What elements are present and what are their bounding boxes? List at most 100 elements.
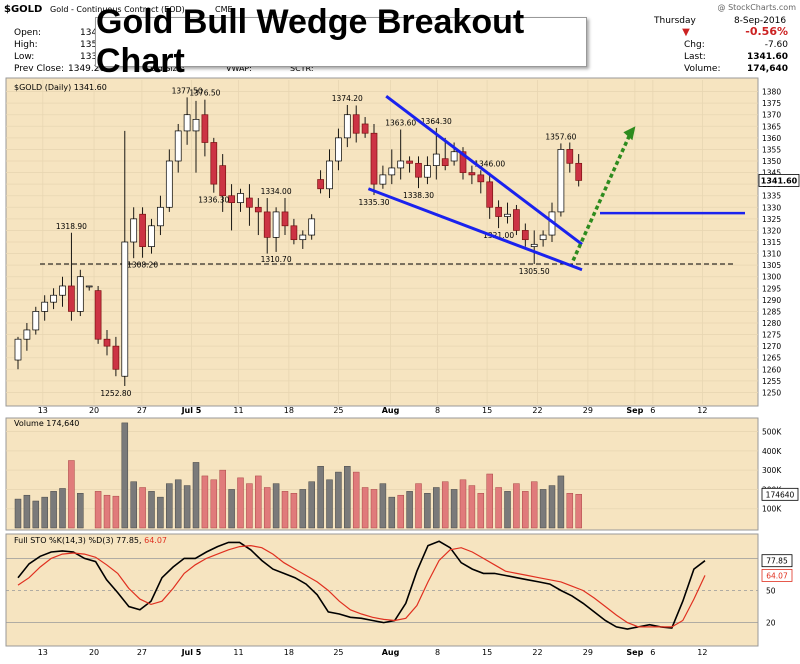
volume-bar-up <box>183 485 191 529</box>
candle-up <box>85 285 93 288</box>
volume-bar-up <box>272 483 280 529</box>
candle-down <box>486 181 494 208</box>
price-tick-label: 1325 <box>762 215 781 224</box>
x-tick-label: 13 <box>38 406 48 415</box>
last-value: 1341.60 <box>747 52 788 62</box>
stochastic-k-label: 77.85 <box>766 557 788 566</box>
volume-bar-up <box>388 496 396 529</box>
candle-down <box>513 209 520 231</box>
volume-bar-up <box>299 489 307 529</box>
candle-up <box>539 234 547 241</box>
stochastic-legend-prefix: Full STO %K(14,3) %D(3) 77.85, <box>14 536 142 545</box>
price-overlays <box>40 211 745 265</box>
price-tick-label: 1310 <box>762 250 781 259</box>
price-annotation: 1377.50 <box>172 86 203 95</box>
candle-up <box>557 149 565 213</box>
candle-up <box>14 338 22 361</box>
volume-bar-up <box>379 483 387 529</box>
volume-bar-down <box>361 487 369 529</box>
x-tick-label: 29 <box>583 406 593 415</box>
volume-bar-down <box>459 479 467 529</box>
candle-down <box>290 225 298 241</box>
volume-bar-down <box>397 494 404 529</box>
volume-bar-up <box>77 493 84 529</box>
candle-down <box>468 172 476 176</box>
volume-bar-up <box>433 487 440 529</box>
x-tick-label: 6 <box>650 406 655 415</box>
x-tick-label: 11 <box>233 648 243 657</box>
candle-up <box>343 114 351 139</box>
candle-down <box>263 211 271 238</box>
x-tick-label: 20 <box>89 648 99 657</box>
candle-down <box>228 195 235 204</box>
volume-bar-down <box>201 475 209 529</box>
volume-bar-up <box>424 493 431 529</box>
volume-bar-down <box>112 495 120 529</box>
candle-down <box>112 345 120 370</box>
stochastic-tick-label: 50 <box>766 587 776 596</box>
volume-bar-up <box>326 479 333 529</box>
prev-close-value: 1349.20 <box>68 64 105 74</box>
price-y-axis: 1250 1255 1260 1265 1270 1275 1280 1285 1290 1295… <box>758 88 800 397</box>
x-tick-label: 6 <box>650 648 655 657</box>
candle-up <box>41 301 49 312</box>
high-label: High: <box>14 40 38 50</box>
price-tick-label: 1275 <box>762 331 781 340</box>
volume-legend: Volume 174,640 <box>14 419 79 428</box>
volume-bar-down <box>495 487 502 529</box>
price-tick-label: 1255 <box>762 377 781 386</box>
candle-down <box>352 114 360 134</box>
price-annotation: 1363.60 <box>385 119 416 128</box>
x-tick-label: 22 <box>532 648 542 657</box>
volume-bar-up <box>335 471 342 529</box>
volume-bar-down <box>468 485 476 529</box>
low-value: 1339. <box>80 52 106 62</box>
price-tick-label: 1280 <box>762 319 781 328</box>
stochastic-legend-d-value: 64.07 <box>144 536 167 545</box>
price-tick-label: 1330 <box>762 203 781 212</box>
volume-bar-up <box>192 462 200 529</box>
volume-bar-down <box>415 483 422 529</box>
x-tick-label: 8 <box>435 648 440 657</box>
price-annotation: 1336.30 <box>198 196 229 205</box>
x-tick-label: Jul 5 <box>181 648 202 657</box>
candle-up <box>76 276 84 312</box>
volume-bar-up <box>148 491 155 529</box>
volume-bar-down <box>566 493 574 529</box>
candle-up <box>165 160 173 208</box>
price-tick-label: 1355 <box>762 145 781 154</box>
volume-value: 174,640 <box>747 64 788 74</box>
x-tick-label: 12 <box>697 648 707 657</box>
volume-bar-up <box>539 489 547 529</box>
x-tick-label: 15 <box>482 406 492 415</box>
open-label: Open: <box>14 28 41 38</box>
stochastic-gridlines: 20 50 77.85 64.07 <box>6 554 793 628</box>
volume-bar-down <box>486 473 493 529</box>
chg-label: Chg: <box>684 40 705 50</box>
volume-bar-down <box>103 494 111 529</box>
candle-down <box>201 114 209 143</box>
x-tick-label: 20 <box>89 406 99 415</box>
price-tick-label: 1365 <box>762 122 781 131</box>
candle-down <box>361 123 369 134</box>
candle-up <box>272 211 280 238</box>
price-tick-label: 1335 <box>762 192 781 201</box>
exchange-label: CME <box>215 5 233 14</box>
stochastic-k-line <box>17 540 706 630</box>
candle-down <box>68 285 75 312</box>
volume-label: Volume: <box>684 64 721 74</box>
candle-down <box>281 211 289 227</box>
volume-bar-down <box>281 491 289 529</box>
chg-value: -7.60 <box>765 40 789 50</box>
price-tick-label: 1300 <box>762 273 781 282</box>
stochastic-k-tag <box>761 554 793 568</box>
volume-bar-down <box>246 483 253 529</box>
candle-up <box>388 167 396 176</box>
candle-up <box>23 329 31 340</box>
stochastic-d-line <box>17 544 706 628</box>
candle-down <box>495 206 502 217</box>
x-tick-label: Jul 5 <box>181 406 202 415</box>
volume-bar-down <box>441 481 449 529</box>
price-annotation: 1357.60 <box>545 132 576 141</box>
